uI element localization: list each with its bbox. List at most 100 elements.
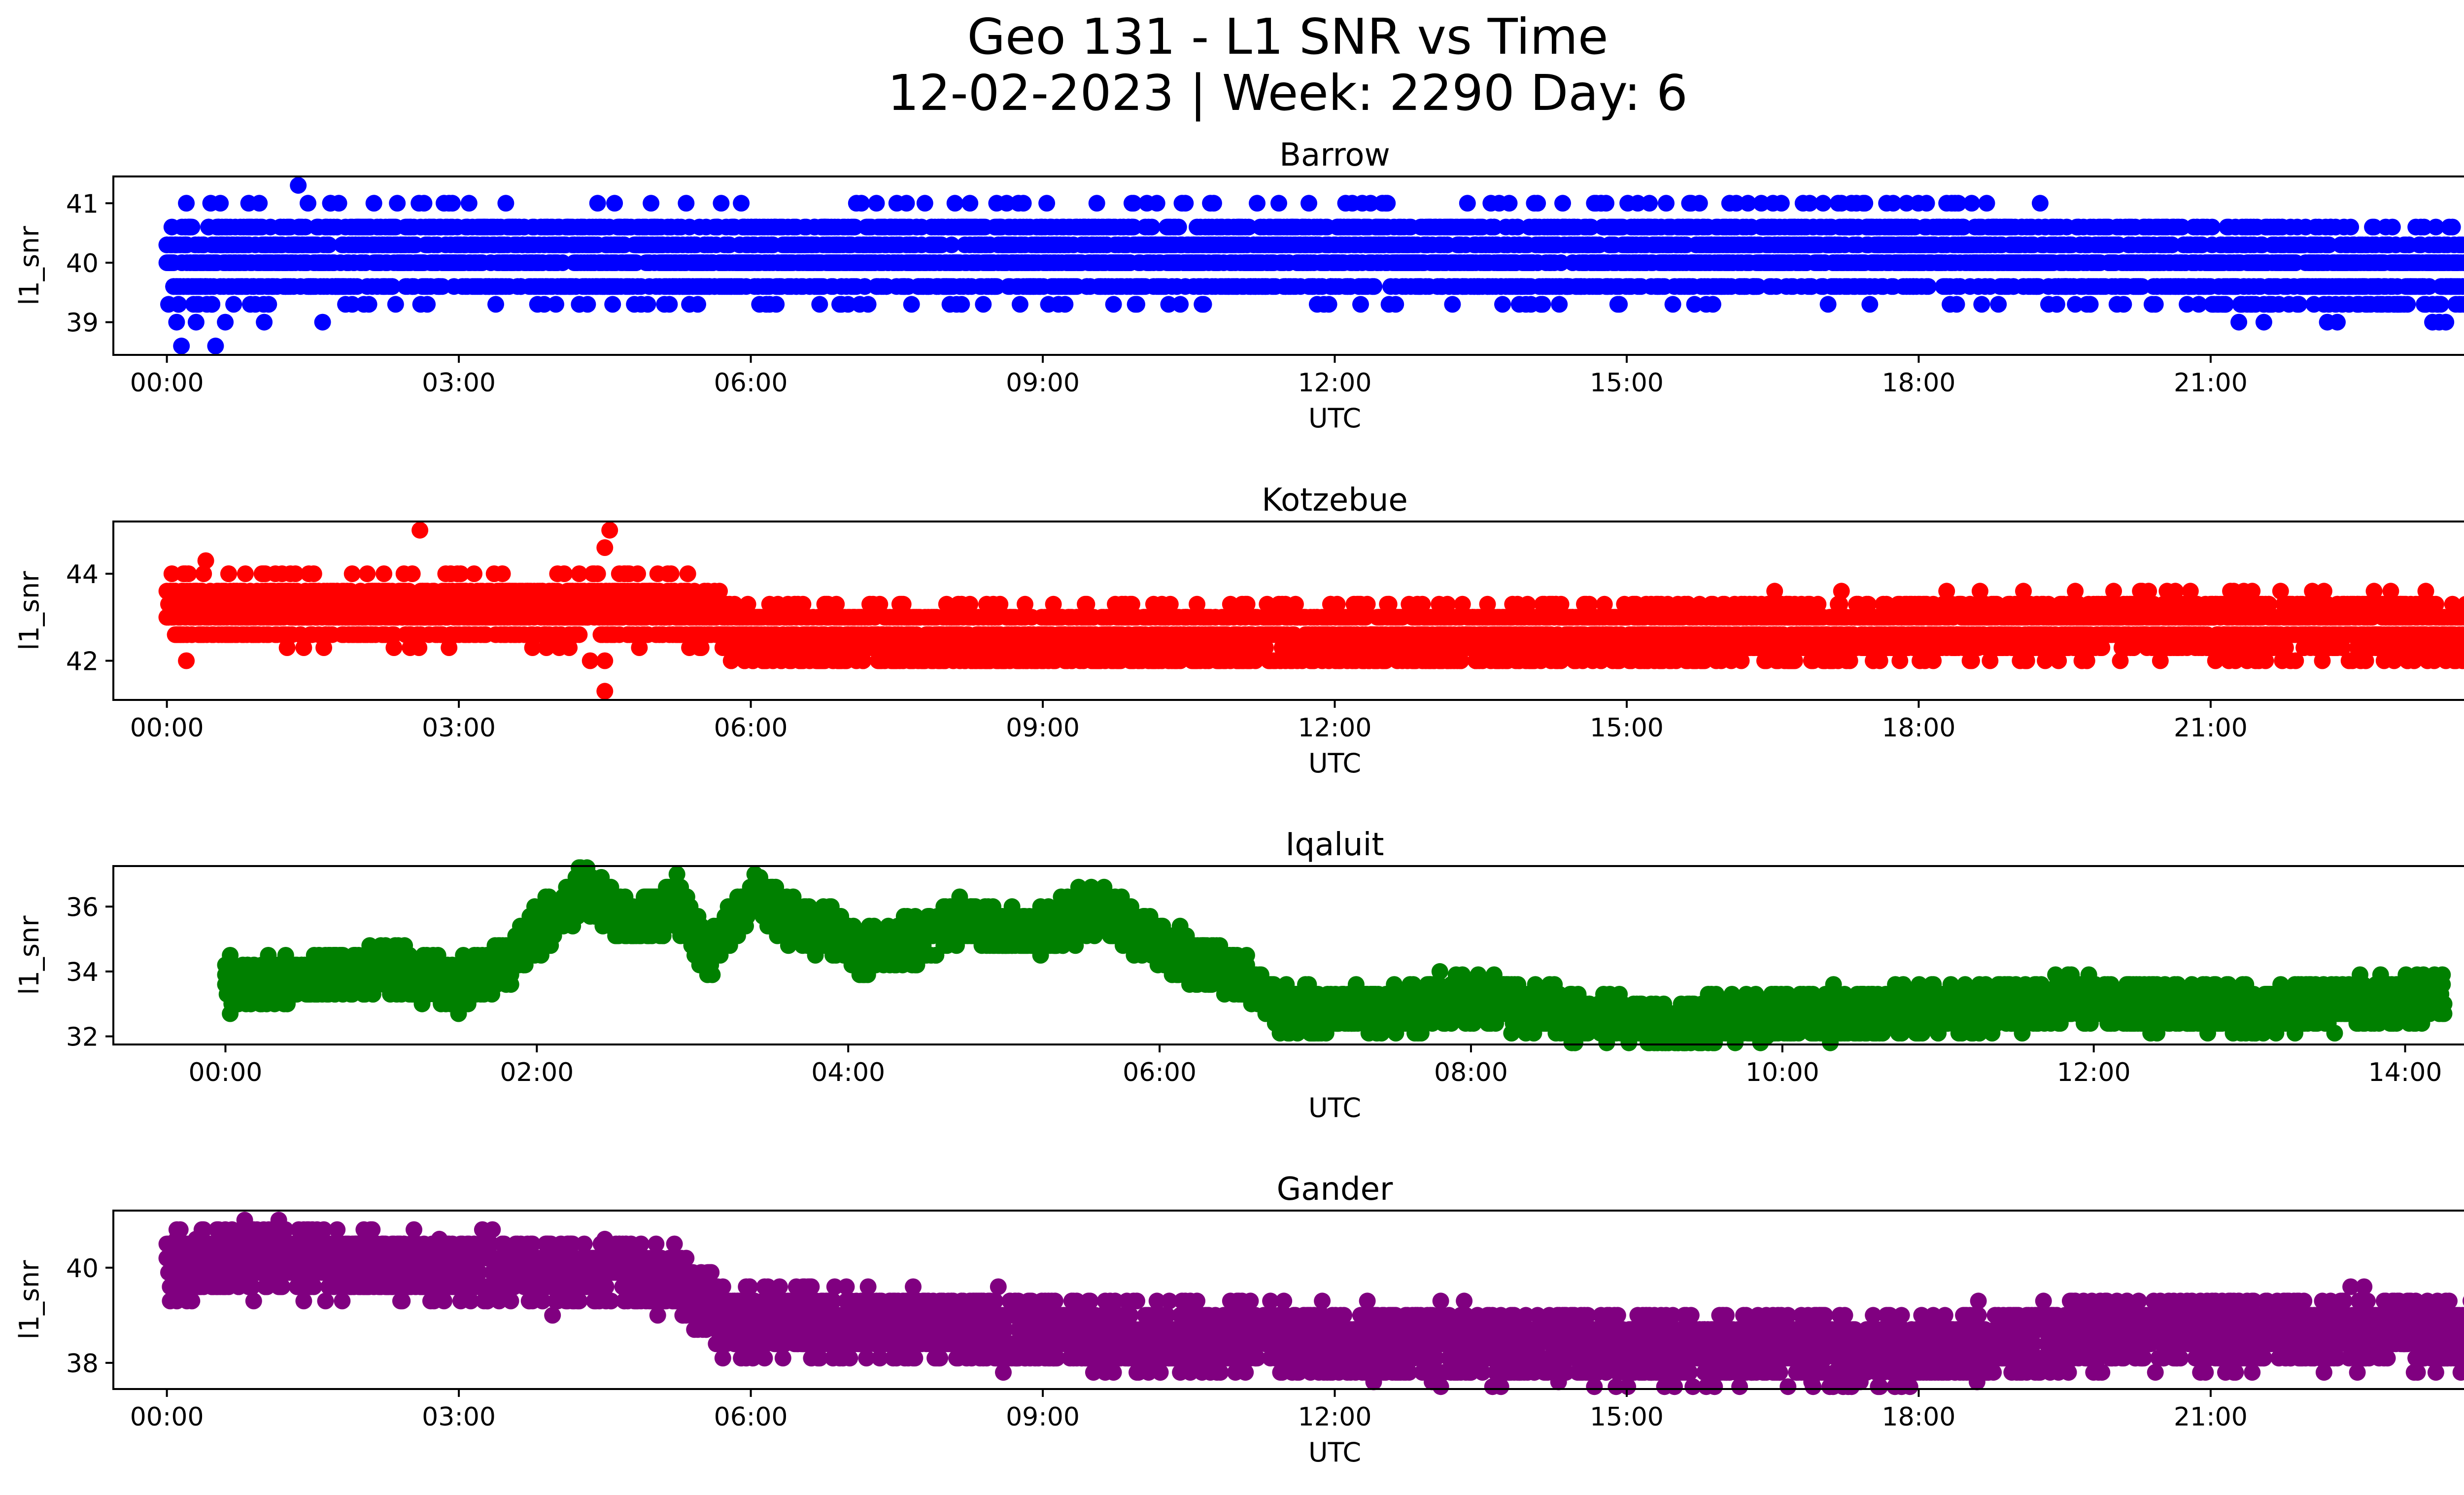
data-point (1379, 195, 1396, 212)
y-tick-label: 40 (66, 249, 99, 278)
data-point (639, 296, 656, 313)
data-point (733, 195, 750, 212)
data-point (1598, 195, 1614, 212)
data-point (713, 195, 730, 212)
data-point (1366, 278, 1383, 295)
data-point (1300, 195, 1317, 212)
data-point (1814, 195, 1832, 212)
data-point (460, 195, 478, 212)
data-point (1088, 195, 1105, 212)
figure-title-line2: 12-02-2023 | Week: 2290 Day: 6 (888, 64, 1688, 122)
x-tick-label: 09:00 (1006, 368, 1080, 398)
data-point (1105, 296, 1122, 313)
data-point (290, 177, 307, 194)
data-point (2437, 313, 2455, 331)
data-point (494, 565, 511, 582)
data-point (251, 195, 268, 212)
data-point (204, 296, 221, 313)
data-point (415, 195, 433, 212)
data-point (961, 195, 979, 212)
data-point (256, 313, 273, 331)
data-point (385, 639, 403, 656)
data-points (158, 177, 2464, 354)
data-point (1611, 296, 1628, 313)
data-point (2255, 313, 2272, 331)
data-point (2329, 313, 2346, 331)
data-point (2031, 195, 2049, 212)
data-point (548, 296, 564, 313)
data-point (487, 296, 504, 313)
data-point (1249, 195, 1266, 212)
data-point (1057, 296, 1074, 313)
x-tick-label: 21:00 (2174, 368, 2248, 398)
figure-title-line1: Geo 131 - L1 SNR vs Time (967, 8, 1608, 66)
data-point (300, 195, 316, 212)
data-point (1773, 195, 1790, 212)
data-point (606, 195, 623, 212)
data-point (384, 278, 401, 295)
data-point (466, 565, 482, 582)
data-point (859, 296, 877, 313)
data-point (2432, 296, 2449, 313)
data-point (853, 195, 870, 212)
data-point (178, 195, 195, 212)
data-point (589, 195, 606, 212)
data-point (571, 626, 588, 643)
data-point (1148, 195, 1165, 212)
data-point (260, 296, 277, 313)
x-axis-label: UTC (1308, 403, 1361, 434)
data-point (1551, 296, 1568, 313)
x-tick-label: 06:00 (714, 368, 788, 398)
data-point (180, 565, 197, 582)
data-point (1143, 218, 1161, 236)
x-tick-label: 12:00 (1298, 368, 1372, 398)
data-point (1015, 195, 1032, 212)
data-point (2230, 313, 2248, 331)
data-point (643, 195, 660, 212)
data-point (1177, 195, 1194, 212)
data-point (376, 565, 393, 582)
data-point (2147, 296, 2164, 313)
data-point (1664, 296, 1681, 313)
data-point (1459, 195, 1476, 212)
data-point (2203, 218, 2221, 236)
data-point (360, 296, 377, 313)
data-point (554, 254, 571, 271)
data-point (2444, 218, 2461, 236)
data-point (404, 565, 421, 582)
data-point (1963, 195, 1980, 212)
data-point (1387, 296, 1404, 313)
data-point (536, 296, 553, 313)
data-point (1918, 195, 1935, 212)
data-point (343, 565, 361, 582)
data-point (1195, 296, 1212, 313)
x-tick-label: 15:00 (1590, 368, 1664, 398)
data-point (678, 195, 695, 212)
data-point (1529, 195, 1546, 212)
data-point (1170, 218, 1187, 236)
data-point (220, 565, 237, 582)
data-point (1172, 296, 1189, 313)
data-point (1129, 296, 1145, 313)
data-point (1534, 296, 1551, 313)
data-point (1861, 296, 1879, 313)
x-tick-label: 00:00 (130, 368, 204, 398)
data-point (2384, 218, 2401, 236)
data-point (330, 195, 347, 212)
y-axis-label: l1_snr (14, 226, 45, 306)
data-point (2399, 296, 2416, 313)
data-point (1978, 195, 1995, 212)
data-point (2048, 296, 2065, 313)
data-point (946, 195, 963, 212)
data-point (187, 313, 205, 331)
data-point (1038, 195, 1056, 212)
data-point (170, 296, 187, 313)
data-point (1641, 195, 1658, 212)
data-point (975, 296, 992, 313)
data-point (434, 278, 451, 295)
data-point (173, 337, 190, 354)
x-tick-label: 18:00 (1882, 368, 1956, 398)
